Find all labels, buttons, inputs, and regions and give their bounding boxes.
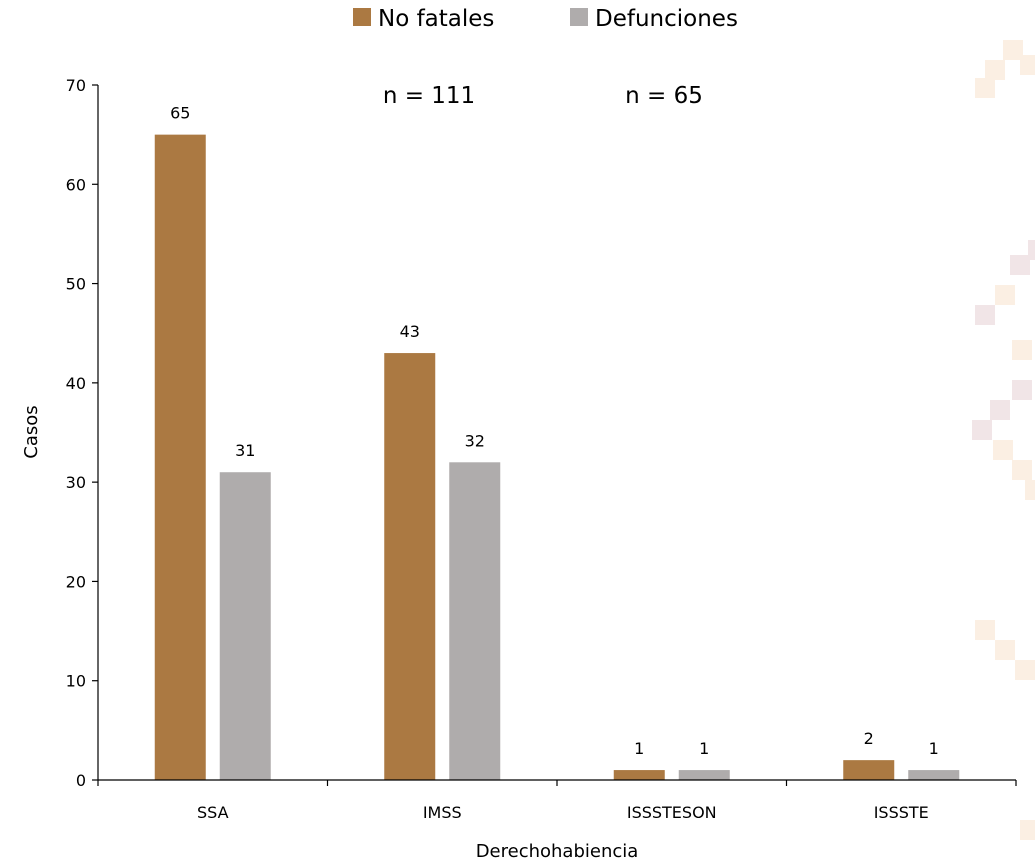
y-tick-label: 20 — [66, 572, 86, 591]
y-tick-label: 0 — [76, 771, 86, 790]
y-tick-label: 70 — [66, 76, 86, 95]
data-label: 43 — [400, 322, 420, 341]
annotations: n = 111 n = 65 — [383, 83, 703, 109]
x-axis-title: Derechohabiencia — [476, 841, 639, 862]
y-tick-label: 40 — [66, 374, 86, 393]
y-tick-label: 50 — [66, 275, 86, 294]
decor-square — [1012, 340, 1032, 360]
bar-no-fatales — [384, 353, 436, 780]
decor-square — [993, 440, 1013, 460]
x-tick-label: ISSSTESON — [627, 803, 717, 822]
bar-no-fatales — [843, 760, 895, 780]
data-label: 32 — [465, 431, 485, 450]
data-label: 1 — [699, 739, 709, 758]
legend-swatch — [570, 8, 588, 26]
x-tick-label: ISSSTE — [874, 803, 929, 822]
decor-square — [975, 620, 995, 640]
decor-square — [985, 60, 1005, 80]
decor-square — [975, 305, 995, 325]
bar-no-fatales — [613, 770, 665, 780]
background-pattern — [972, 40, 1035, 840]
decor-square — [1010, 255, 1030, 275]
decor-square — [990, 400, 1010, 420]
bar-defunciones — [678, 770, 730, 780]
decor-square — [972, 420, 992, 440]
x-tick-label: SSA — [197, 803, 229, 822]
bars: 65 31 43 32 1 1 2 1 — [154, 104, 960, 781]
legend-label: Defunciones — [595, 6, 738, 32]
data-label: 65 — [170, 104, 190, 123]
y-axis-title: Casos — [21, 405, 42, 458]
decor-square — [975, 78, 995, 98]
decor-square — [1020, 55, 1035, 75]
data-label: 31 — [235, 441, 255, 460]
data-label: 1 — [634, 739, 644, 758]
n-annotation: n = 65 — [625, 83, 703, 109]
bar-no-fatales — [154, 134, 206, 781]
decor-square — [995, 285, 1015, 305]
y-tick-label: 60 — [66, 175, 86, 194]
decor-square — [995, 640, 1015, 660]
y-tick-label: 30 — [66, 473, 86, 492]
y-tick-label: 10 — [66, 672, 86, 691]
decor-square — [1012, 380, 1032, 400]
x-tick-label: IMSS — [423, 803, 462, 822]
bar-defunciones — [449, 462, 501, 780]
legend: No fatales Defunciones — [353, 6, 738, 32]
decor-square — [1028, 240, 1035, 260]
bar-defunciones — [219, 472, 271, 780]
data-label: 2 — [864, 729, 874, 748]
y-axis: 0 10 20 30 40 50 60 70 — [66, 76, 99, 790]
bar-defunciones — [908, 770, 960, 780]
decor-square — [1012, 460, 1032, 480]
decor-square — [1020, 820, 1035, 840]
decor-square — [1025, 480, 1035, 500]
data-label: 1 — [929, 739, 939, 758]
legend-swatch — [353, 8, 371, 26]
decor-square — [1015, 660, 1035, 680]
decor-square — [1003, 40, 1023, 60]
x-axis: SSA IMSS ISSSTESON ISSSTE — [97, 779, 1017, 822]
n-annotation: n = 111 — [383, 83, 475, 109]
legend-label: No fatales — [378, 6, 494, 32]
